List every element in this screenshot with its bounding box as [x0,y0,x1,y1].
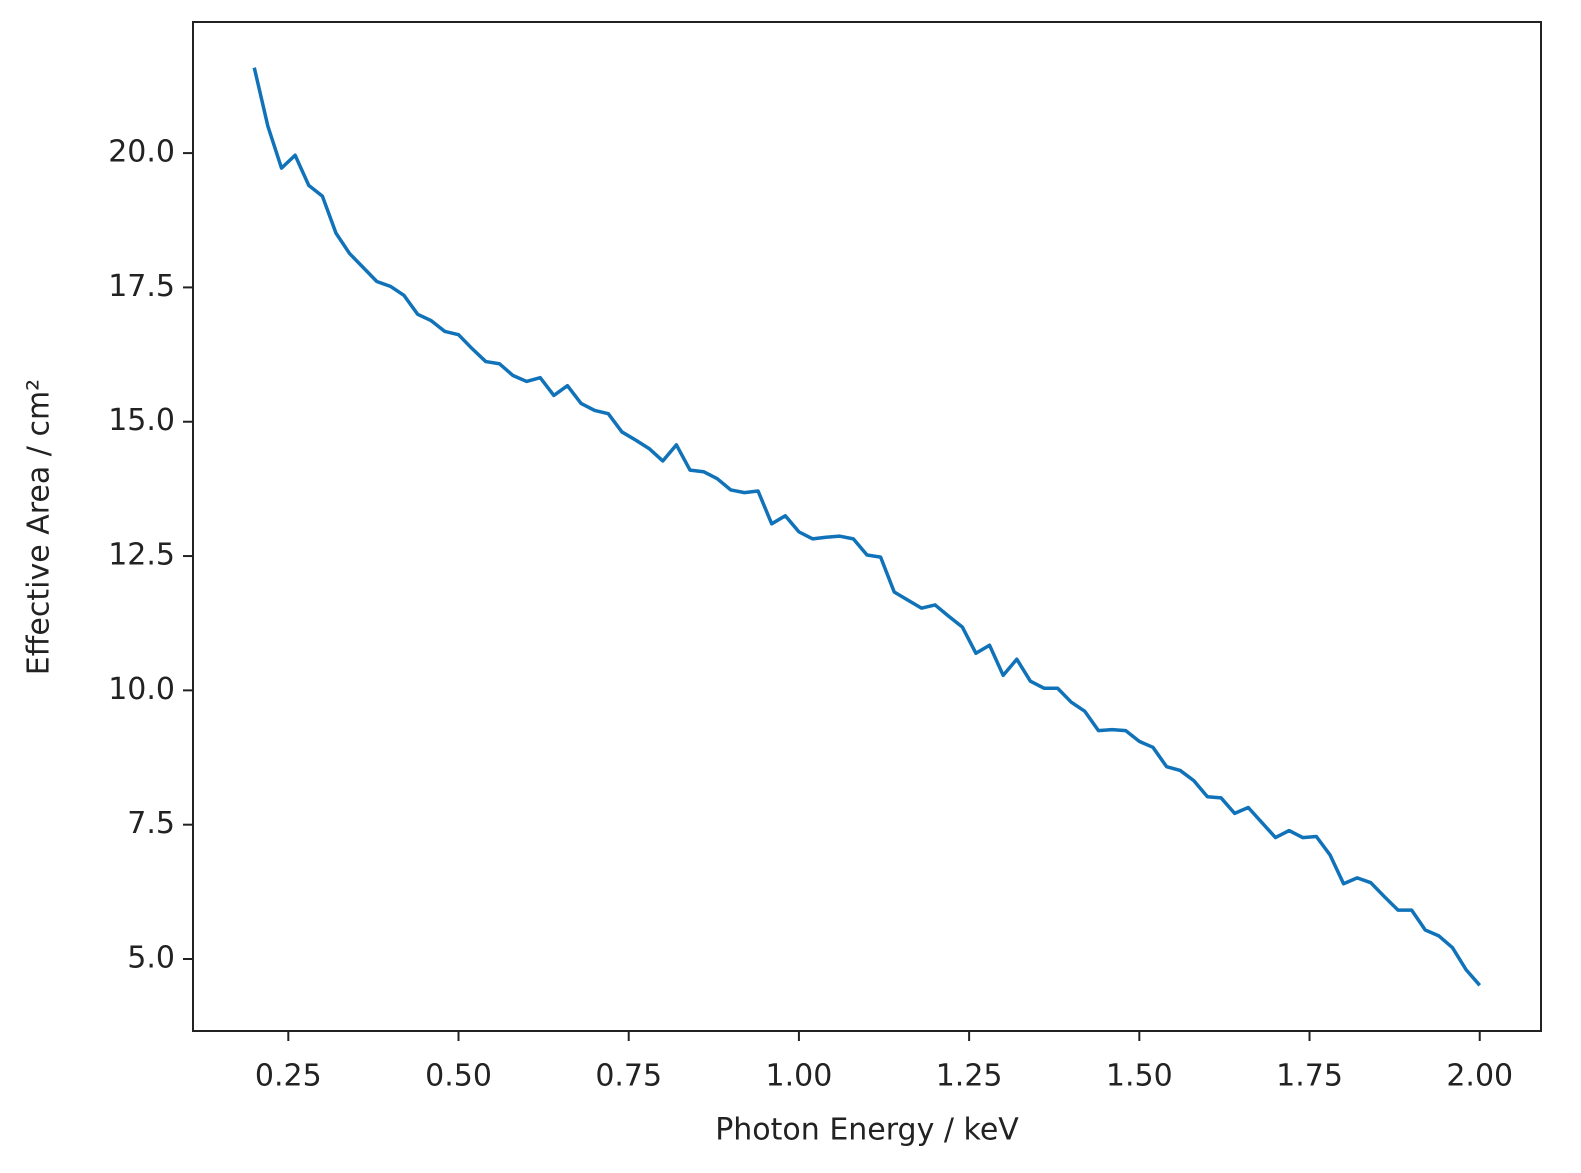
x-tick-label: 1.75 [1276,1059,1343,1094]
y-axis-label: Effective Area / cm² [22,379,57,675]
plot-frame [192,21,1542,1032]
x-tick-label: 1.50 [1106,1059,1173,1094]
y-tick-label: 10.0 [108,672,175,707]
x-axis-label: Photon Energy / keV [715,1113,1019,1148]
x-tick-label: 2.00 [1446,1059,1513,1094]
x-tick-label: 0.50 [425,1059,492,1094]
x-tick-label: 0.75 [595,1059,662,1094]
x-tick-label: 1.25 [936,1059,1003,1094]
y-tick-label: 17.5 [108,269,175,304]
x-tick-label: 0.25 [255,1059,322,1094]
data-line [252,67,1482,987]
y-tick-label: 15.0 [108,403,175,438]
y-tick-label: 12.5 [108,538,175,573]
y-tick-label: 5.0 [127,941,175,976]
y-tick-label: 7.5 [127,806,175,841]
x-tick-label: 1.00 [766,1059,833,1094]
y-tick-label: 20.0 [108,135,175,170]
